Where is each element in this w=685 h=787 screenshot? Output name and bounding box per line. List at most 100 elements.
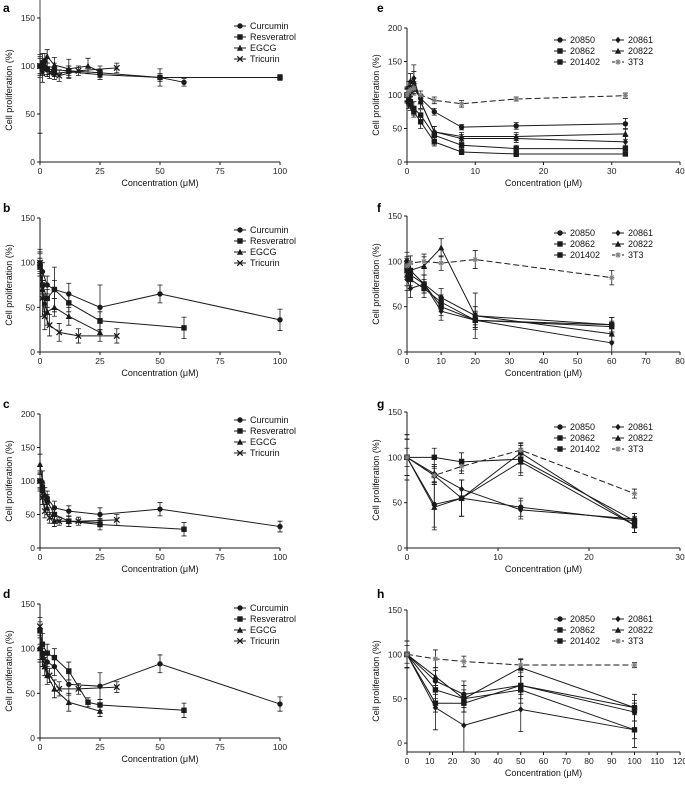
data-point (44, 282, 50, 288)
y-tick-label: 100 (21, 644, 35, 654)
data-point (458, 149, 465, 155)
data-point (51, 304, 58, 311)
data-point (631, 522, 638, 529)
panel-a: a 0 50 100 150 0 25 50 75 100 Concentration (μM) Ce… (3, 0, 296, 188)
data-point (458, 124, 465, 130)
x-tick-label: 50 (516, 756, 526, 766)
data-point (277, 701, 283, 707)
legend-label: Curcumin (250, 415, 289, 425)
x-tick-label: 50 (155, 552, 165, 562)
x-tick-label: 25 (95, 552, 105, 562)
data-point (407, 285, 414, 292)
x-tick-label: 10 (471, 166, 481, 176)
legend-marker (557, 59, 563, 65)
y-tick-label: 100 (388, 649, 402, 659)
data-point (96, 68, 104, 75)
data-point (157, 661, 163, 667)
x-tick-label: 0 (405, 356, 410, 366)
y-tick-label: 0 (397, 157, 402, 167)
x-tick-label: 70 (562, 756, 572, 766)
data-point (622, 92, 629, 99)
series-201402 (404, 260, 615, 333)
data-point (411, 85, 417, 91)
data-point (431, 139, 437, 145)
legend-label: Tricurin (250, 448, 280, 458)
legend-marker (236, 259, 244, 267)
data-point (96, 707, 104, 714)
data-point (517, 458, 524, 465)
legend-marker (237, 23, 243, 29)
data-point (51, 654, 58, 661)
legend-label: 20850 (570, 422, 595, 432)
data-point (518, 447, 524, 453)
panel-label: b (3, 201, 10, 215)
data-point (438, 244, 445, 251)
data-point (513, 123, 519, 129)
legend-marker (237, 227, 243, 233)
data-point (36, 460, 44, 467)
data-point (39, 654, 46, 661)
data-point (458, 463, 465, 470)
data-point (41, 60, 48, 68)
y-tick-label: 0 (30, 733, 35, 743)
legend-marker (236, 637, 244, 645)
data-point (421, 258, 427, 265)
panel-e: e 0 50 100 150 200 0 10 20 30 40 Concentration (μM)… (371, 1, 685, 188)
legend-marker (615, 252, 621, 258)
legend-marker (615, 638, 621, 644)
legend-marker (557, 37, 563, 43)
data-point (458, 494, 465, 501)
x-axis-label: Concentration (μM) (505, 564, 582, 574)
legend-marker (557, 435, 563, 441)
series-line (39, 630, 185, 711)
x-tick-label: 0 (405, 552, 410, 562)
data-point (458, 142, 465, 148)
x-tick-label: 100 (273, 356, 287, 366)
data-point (85, 699, 91, 705)
legend-marker (557, 446, 563, 452)
legend-label: 3T3 (628, 250, 644, 260)
legend-marker (557, 638, 563, 644)
data-point (46, 69, 53, 76)
series-line (39, 262, 117, 337)
data-point (46, 514, 53, 522)
x-tick-label: 40 (493, 756, 503, 766)
x-tick-label: 10 (425, 756, 435, 766)
series-Resveratrol (37, 617, 187, 718)
data-point (404, 454, 410, 461)
x-tick-label: 100 (273, 166, 287, 176)
data-point (432, 656, 439, 662)
data-point (75, 685, 82, 693)
data-point (66, 681, 72, 688)
y-tick-label: 0 (397, 543, 402, 553)
y-tick-label: 150 (21, 13, 35, 23)
data-point (631, 704, 638, 711)
data-point (41, 507, 48, 515)
data-point (39, 69, 46, 76)
data-point (181, 325, 187, 331)
data-point (404, 263, 410, 269)
legend-marker (615, 229, 621, 237)
series-20861 (404, 268, 615, 353)
y-axis-label: Cell proliferation (%) (4, 244, 14, 326)
y-tick-label: 150 (388, 57, 402, 67)
legend-label: 20862 (570, 625, 595, 635)
legend-label: 201402 (570, 636, 600, 646)
series-line (407, 87, 626, 128)
legend-label: Resveratrol (250, 32, 296, 42)
series-line (406, 261, 612, 326)
legend-marker (236, 55, 244, 63)
legend-label: EGCG (250, 247, 277, 257)
x-tick-label: 30 (607, 166, 617, 176)
legend-marker (557, 230, 563, 236)
legend-label: 201402 (570, 444, 600, 454)
data-point (56, 329, 63, 336)
legend-label: 20850 (570, 35, 595, 45)
y-tick-label: 50 (26, 510, 36, 520)
data-point (113, 683, 120, 691)
data-point (404, 92, 410, 98)
x-axis-label: Concentration (μM) (121, 754, 198, 764)
y-tick-label: 0 (30, 157, 35, 167)
legend-marker (615, 615, 621, 623)
